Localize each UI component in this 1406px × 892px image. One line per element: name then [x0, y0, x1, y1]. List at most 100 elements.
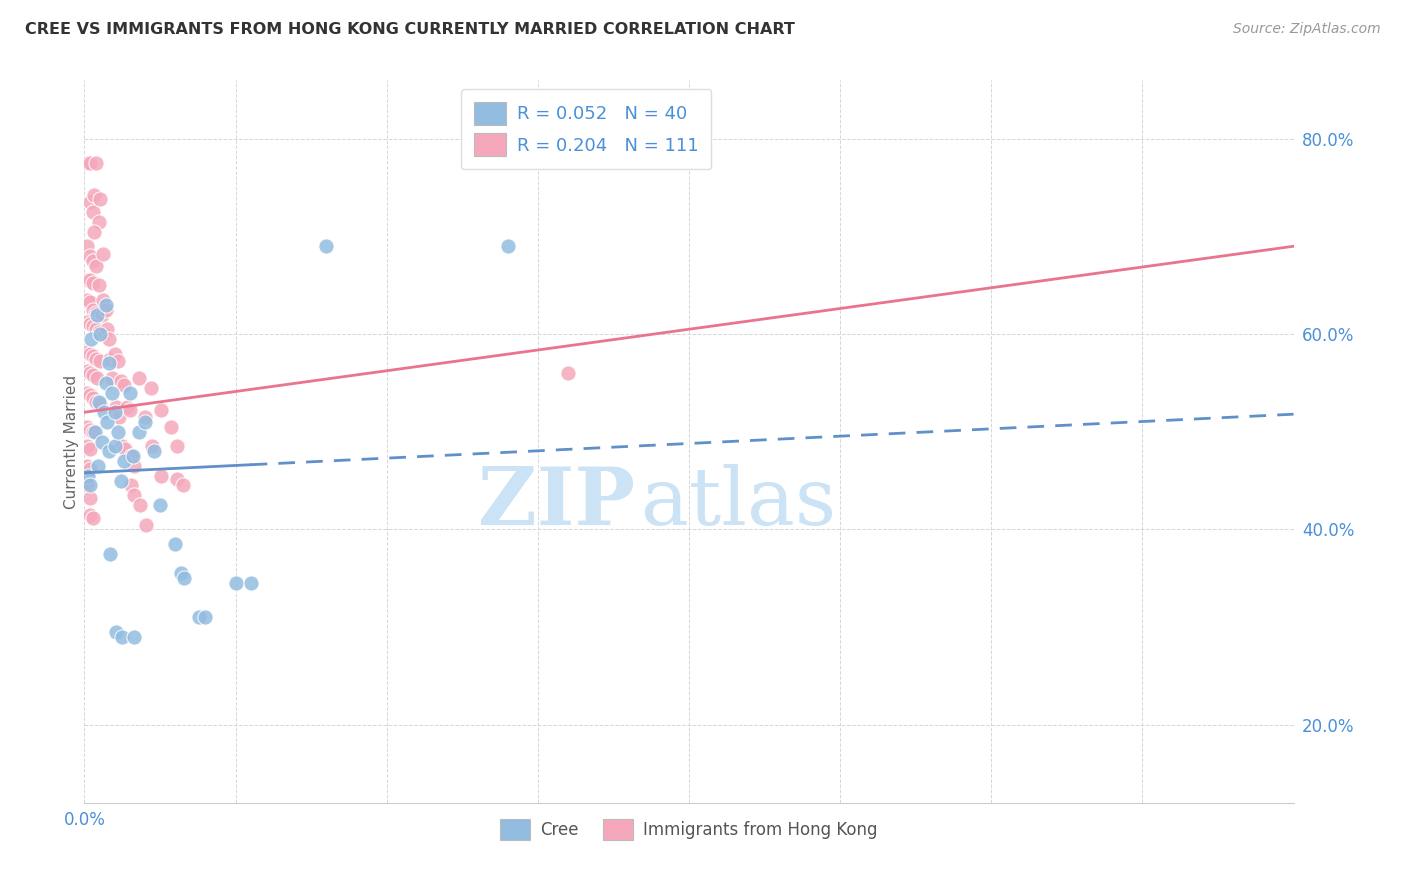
Point	[128, 371, 150, 385]
Point	[98, 332, 121, 346]
Text: ZIP: ZIP	[478, 464, 634, 542]
Text: Source: ZipAtlas.com: Source: ZipAtlas.com	[1233, 22, 1381, 37]
Point	[194, 610, 217, 624]
Point	[173, 571, 195, 585]
Point	[315, 239, 337, 253]
Point	[93, 327, 115, 342]
Point	[83, 225, 105, 239]
Point	[122, 458, 145, 473]
Point	[89, 193, 111, 207]
Point	[76, 364, 98, 378]
Point	[82, 425, 104, 439]
Point	[76, 385, 98, 400]
Point	[79, 195, 101, 210]
Point	[170, 566, 193, 581]
Point	[76, 273, 98, 287]
Point	[129, 498, 152, 512]
Point	[117, 401, 139, 415]
Point	[118, 385, 141, 400]
Point	[79, 249, 101, 263]
Point	[496, 239, 519, 253]
Point	[114, 442, 136, 457]
Point	[77, 468, 100, 483]
Point	[166, 439, 188, 453]
Point	[239, 576, 262, 591]
Point	[107, 425, 129, 439]
Point	[120, 449, 142, 463]
Point	[97, 356, 120, 370]
Point	[98, 444, 121, 458]
Point	[79, 387, 101, 401]
Point	[82, 349, 104, 363]
Point	[121, 449, 143, 463]
Point	[111, 630, 134, 644]
Point	[89, 325, 111, 339]
Point	[82, 319, 104, 334]
Point	[89, 354, 111, 368]
Point	[112, 454, 135, 468]
Point	[104, 346, 127, 360]
Point	[82, 205, 104, 219]
Point	[83, 188, 105, 202]
Point	[93, 405, 115, 419]
Legend: Cree, Immigrants from Hong Kong: Cree, Immigrants from Hong Kong	[492, 811, 886, 848]
Point	[79, 423, 101, 437]
Point	[89, 278, 111, 293]
Point	[91, 308, 114, 322]
Point	[94, 298, 117, 312]
Point	[79, 478, 101, 492]
Point	[87, 458, 110, 473]
Point	[84, 425, 107, 439]
Point	[82, 277, 104, 291]
Point	[76, 458, 98, 473]
Point	[96, 322, 118, 336]
Point	[76, 344, 98, 359]
Point	[188, 610, 211, 624]
Point	[79, 491, 101, 505]
Point	[100, 385, 122, 400]
Point	[86, 395, 108, 409]
Point	[107, 354, 129, 368]
Point	[86, 308, 108, 322]
Point	[128, 425, 150, 439]
Point	[79, 346, 101, 360]
Point	[82, 302, 104, 317]
Point	[135, 517, 157, 532]
Point	[105, 401, 128, 415]
Point	[96, 415, 118, 429]
Point	[76, 293, 98, 307]
Point	[165, 537, 187, 551]
Point	[86, 371, 108, 385]
Point	[79, 508, 101, 522]
Point	[98, 547, 121, 561]
Point	[149, 498, 172, 512]
Point	[82, 510, 104, 524]
Point	[225, 576, 247, 591]
Point	[142, 444, 165, 458]
Point	[141, 381, 163, 395]
Point	[76, 420, 98, 434]
Point	[134, 410, 156, 425]
Point	[76, 315, 98, 329]
Point	[101, 371, 124, 385]
Point	[89, 397, 111, 411]
Point	[89, 327, 111, 342]
Y-axis label: Currently Married: Currently Married	[63, 375, 79, 508]
Point	[79, 318, 101, 332]
Point	[76, 439, 98, 453]
Point	[76, 239, 98, 253]
Point	[104, 405, 127, 419]
Point	[110, 474, 132, 488]
Point	[80, 332, 103, 346]
Point	[82, 391, 104, 405]
Point	[111, 439, 134, 453]
Point	[120, 403, 142, 417]
Point	[149, 403, 172, 417]
Point	[172, 478, 194, 492]
Point	[82, 368, 104, 383]
Point	[86, 322, 108, 336]
Point	[79, 462, 101, 476]
Point	[79, 273, 101, 287]
Point	[79, 156, 101, 170]
Point	[104, 439, 127, 453]
